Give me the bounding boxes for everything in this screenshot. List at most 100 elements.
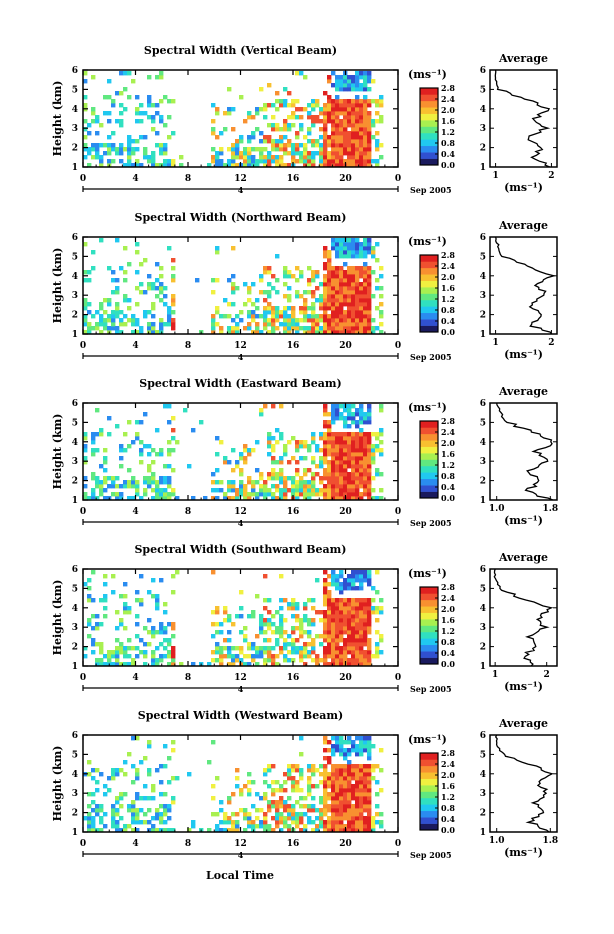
x-tick-label: 12 [234, 341, 247, 351]
x-tick-label: 4 [132, 341, 138, 351]
colorbar-tick-label: 1.6 [441, 116, 455, 126]
x-tick-label: 0 [80, 839, 86, 849]
colorbar-tick-label: 2.0 [441, 438, 455, 448]
colorbar-tick-label: 0.4 [441, 316, 455, 326]
day-label: 4 [238, 684, 244, 694]
profile-frame [489, 568, 558, 667]
y-axis-label: Height (km) [51, 746, 64, 822]
y-tick-label: 4 [72, 272, 78, 282]
profile-unit: (ms⁻¹) [504, 514, 543, 527]
panel-title: Spectral Width (Vertical Beam) [144, 44, 337, 57]
colorbar-tick-label: 1.2 [441, 460, 455, 470]
date-label: Sep 2005 [410, 518, 452, 528]
x-tick-label: 8 [185, 507, 191, 517]
profile-y-tick-label: 1 [480, 496, 486, 506]
profile-line [494, 69, 551, 168]
profile-unit: (ms⁻¹) [504, 181, 543, 194]
y-tick-label: 2 [72, 809, 78, 819]
panel-title: Spectral Width (Southward Beam) [134, 543, 346, 556]
colorbar-tick-label: 2.4 [441, 427, 455, 437]
y-tick-label: 3 [72, 623, 78, 633]
profile-x-tick-label: 2 [548, 338, 554, 348]
profile-y-tick-label: 2 [480, 144, 486, 154]
profile-y-tick-label: 6 [480, 399, 486, 409]
x-tick-label: 0 [80, 673, 86, 683]
colorbar-unit: (ms⁻¹) [408, 733, 447, 746]
y-tick-label: 6 [72, 565, 78, 575]
profile-y-tick-label: 4 [480, 272, 486, 282]
panel-2: Spectral Width (Northward Beam)0 4 8 12 16 20… [51, 211, 558, 362]
profile-y-tick-label: 1 [480, 330, 486, 340]
profile-y-tick-label: 5 [480, 252, 486, 262]
colorbar-tick-label: 1.2 [441, 294, 455, 304]
profile-y-tick-label: 6 [480, 565, 486, 575]
profile-unit: (ms⁻¹) [504, 348, 543, 361]
colorbar-tick-label: 0.4 [441, 149, 455, 159]
date-label: Sep 2005 [410, 185, 452, 195]
y-tick-label: 2 [72, 144, 78, 154]
y-axis-label: Height (km) [51, 580, 64, 656]
profile-title: Average [498, 717, 548, 730]
colorbar-tick-label: 0.8 [441, 803, 455, 813]
colorbar-tick-label: 0.0 [441, 493, 455, 503]
y-tick-label: 5 [72, 584, 78, 594]
profile-y-tick-label: 3 [480, 124, 486, 134]
day-label: 4 [238, 850, 244, 860]
profile-unit: (ms⁻¹) [504, 846, 543, 859]
colorbar [419, 752, 439, 831]
colorbar-tick-label: 0.4 [441, 482, 455, 492]
colorbar-tick-label: 0.4 [441, 814, 455, 824]
colorbar-tick-label: 1.2 [441, 127, 455, 137]
heatmap [83, 404, 384, 501]
profile-y-tick-label: 3 [480, 789, 486, 799]
colorbar-tick-label: 0.8 [441, 637, 455, 647]
y-tick-label: 1 [72, 496, 78, 506]
profile-x-tick-label: 1 [492, 338, 498, 348]
y-axis-label: Height (km) [51, 81, 64, 157]
x-tick-label: 0 [80, 174, 86, 184]
x-tick-label: 20 [339, 341, 352, 351]
x-tick-label: 8 [185, 174, 191, 184]
profile-y-tick-label: 5 [480, 418, 486, 428]
y-tick-label: 2 [72, 477, 78, 487]
x-tick-label: 12 [234, 174, 247, 184]
profile-y-tick-label: 4 [480, 604, 486, 614]
profile-y-tick-label: 6 [480, 731, 486, 741]
x-tick-label: 20 [339, 507, 352, 517]
colorbar-tick-label: 1.6 [441, 283, 455, 293]
y-tick-label: 1 [72, 330, 78, 340]
y-tick-label: 5 [72, 252, 78, 262]
panel-5: Spectral Width (Westward Beam)0 4 8 12 16 20 0… [51, 709, 558, 860]
x-axis-label: Local Time [206, 869, 274, 882]
profile-y-tick-label: 2 [480, 477, 486, 487]
colorbar-unit: (ms⁻¹) [408, 68, 447, 81]
colorbar-tick-label: 2.0 [441, 272, 455, 282]
x-tick-label: 0 [395, 341, 401, 351]
colorbar-tick-label: 0.0 [441, 659, 455, 669]
x-tick-label: 16 [287, 839, 300, 849]
profile-y-tick-label: 2 [480, 809, 486, 819]
colorbar-tick-label: 2.0 [441, 604, 455, 614]
profile-y-tick-label: 3 [480, 457, 486, 467]
x-tick-label: 0 [395, 839, 401, 849]
panel-title: Spectral Width (Northward Beam) [135, 211, 347, 224]
profile-title: Average [498, 52, 548, 65]
x-tick-label: 20 [339, 839, 352, 849]
profile-y-tick-label: 4 [480, 770, 486, 780]
x-tick-label: 16 [287, 673, 300, 683]
colorbar-tick-label: 0.8 [441, 138, 455, 148]
profile-y-tick-label: 3 [480, 291, 486, 301]
colorbar-unit: (ms⁻¹) [408, 401, 447, 414]
profile-y-tick-label: 4 [480, 105, 486, 115]
x-tick-label: 0 [395, 507, 401, 517]
y-tick-label: 6 [72, 66, 78, 76]
panel-3: Spectral Width (Eastward Beam)0 4 8 12 16 20 0… [51, 377, 558, 528]
profile-line [496, 402, 553, 501]
x-tick-label: 0 [395, 673, 401, 683]
y-tick-label: 4 [72, 604, 78, 614]
x-tick-label: 12 [234, 673, 247, 683]
colorbar-tick-label: 2.8 [441, 250, 455, 260]
colorbar [419, 87, 439, 166]
profile-x-tick-label: 2 [544, 670, 550, 680]
